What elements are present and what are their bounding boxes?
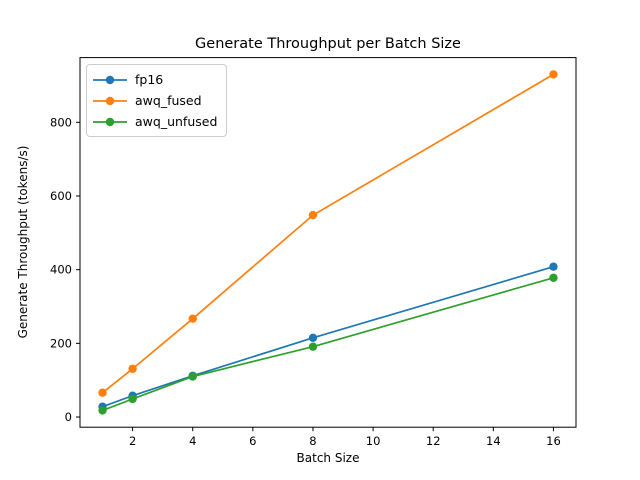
data-point-awq_unfused — [188, 372, 197, 381]
legend-marker — [105, 96, 115, 105]
legend-marker — [105, 117, 115, 126]
legend-line-marker-swatch — [93, 75, 127, 84]
x-tick-label: 16 — [546, 434, 561, 448]
x-tick-label: 6 — [249, 434, 256, 448]
legend-label: awq_fused — [135, 93, 202, 108]
data-point-fp16 — [308, 333, 318, 343]
series-line-awq_unfused — [102, 276, 554, 412]
data-point-awq_unfused — [549, 273, 558, 282]
x-tick-label: 4 — [189, 434, 196, 448]
legend: fp16 awq_fused awq_unfused — [86, 64, 228, 137]
data-point-awq_fused — [98, 388, 107, 397]
data-point-awq_fused — [128, 364, 137, 373]
x-axis-label: Batch Size — [296, 451, 360, 465]
legend-line-marker-swatch — [93, 117, 127, 126]
x-tick-label: 2 — [129, 434, 136, 448]
legend-line-marker-swatch — [93, 96, 127, 105]
x-tick-label: 12 — [426, 434, 441, 448]
data-point-fp16 — [549, 262, 558, 271]
axes-frame — [79, 57, 577, 428]
y-tick-label: 600 — [50, 189, 72, 203]
y-tick-label: 800 — [50, 115, 72, 129]
x-tick-label: 14 — [486, 434, 501, 448]
y-tick-label: 0 — [65, 410, 72, 424]
data-point-awq_unfused — [128, 394, 137, 404]
legend-label: fp16 — [135, 72, 164, 87]
legend-marker — [105, 75, 115, 84]
data-point-awq_unfused — [308, 342, 318, 351]
chart-title: Generate Throughput per Batch Size — [195, 36, 461, 52]
y-tick-label: 200 — [50, 336, 72, 350]
data-point-awq_fused — [308, 210, 318, 220]
y-tick-label: 400 — [50, 263, 72, 277]
legend-item-awq_unfused: awq_unfused — [93, 111, 217, 132]
x-tick-label: 10 — [366, 434, 381, 448]
legend-item-awq_fused: awq_fused — [93, 90, 217, 111]
x-tick-label: 8 — [309, 434, 316, 448]
legend-label: awq_unfused — [135, 114, 218, 129]
data-point-awq_fused — [549, 70, 558, 79]
data-point-awq_unfused — [98, 406, 107, 415]
legend-item-fp16: fp16 — [93, 69, 217, 90]
data-point-awq_fused — [188, 314, 197, 323]
